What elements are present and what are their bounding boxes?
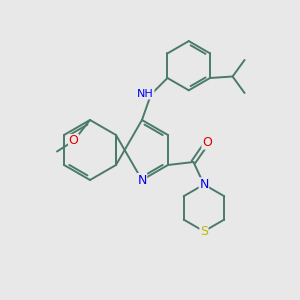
Text: NH: NH [137,89,154,99]
Text: N: N [199,178,208,191]
Text: N: N [137,173,147,187]
Text: S: S [200,225,208,238]
Text: O: O [69,134,78,148]
Text: O: O [202,136,212,149]
